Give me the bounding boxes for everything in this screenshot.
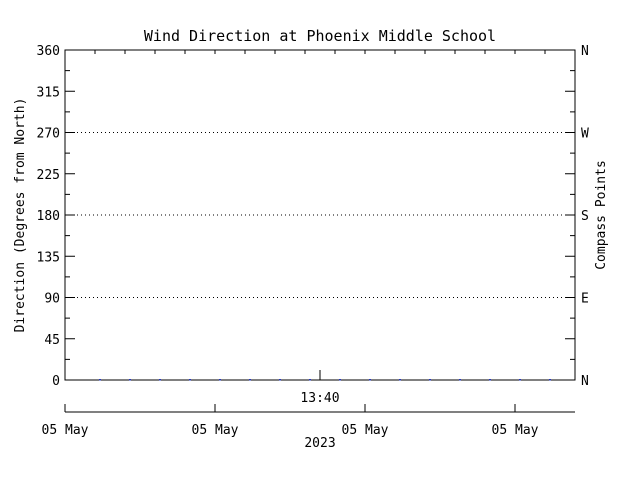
y-tick-label: 0 [52, 374, 60, 389]
chart-title: Wind Direction at Phoenix Middle School [144, 27, 496, 45]
data-point [369, 379, 371, 381]
data-point [189, 379, 191, 381]
compass-label: S [581, 209, 589, 224]
compass-label: E [581, 292, 589, 307]
y-axis-label: Direction (Degrees from North) [13, 98, 28, 333]
y-tick-label: 270 [37, 127, 60, 142]
data-point [339, 379, 341, 381]
data-point [159, 379, 161, 381]
date-tick-label: 05 May [342, 423, 389, 438]
data-point [489, 379, 491, 381]
date-tick-label: 05 May [42, 423, 89, 438]
data-point [399, 379, 401, 381]
compass-label: W [581, 127, 589, 142]
y-tick-label: 315 [37, 85, 60, 100]
data-point [309, 379, 311, 381]
y-tick-label: 45 [44, 333, 60, 348]
data-point [549, 379, 551, 381]
data-point [519, 379, 521, 381]
y-tick-label: 180 [37, 209, 60, 224]
right-axis-label: Compass Points [594, 160, 609, 270]
date-tick-label: 05 May [192, 423, 239, 438]
y-tick-label: 360 [37, 44, 60, 59]
data-point [429, 379, 431, 381]
x-time-label: 13:40 [300, 391, 339, 406]
data-point [129, 379, 131, 381]
data-point [219, 379, 221, 381]
date-tick-label: 05 May [492, 423, 539, 438]
data-point [249, 379, 251, 381]
y-tick-label: 225 [37, 168, 60, 183]
y-tick-label: 135 [37, 250, 60, 265]
compass-label: N [581, 374, 589, 389]
compass-label: N [581, 44, 589, 59]
data-point [459, 379, 461, 381]
data-point [99, 379, 101, 381]
y-tick-label: 90 [44, 292, 60, 307]
x-year-label: 2023 [304, 436, 335, 451]
data-point [279, 379, 281, 381]
